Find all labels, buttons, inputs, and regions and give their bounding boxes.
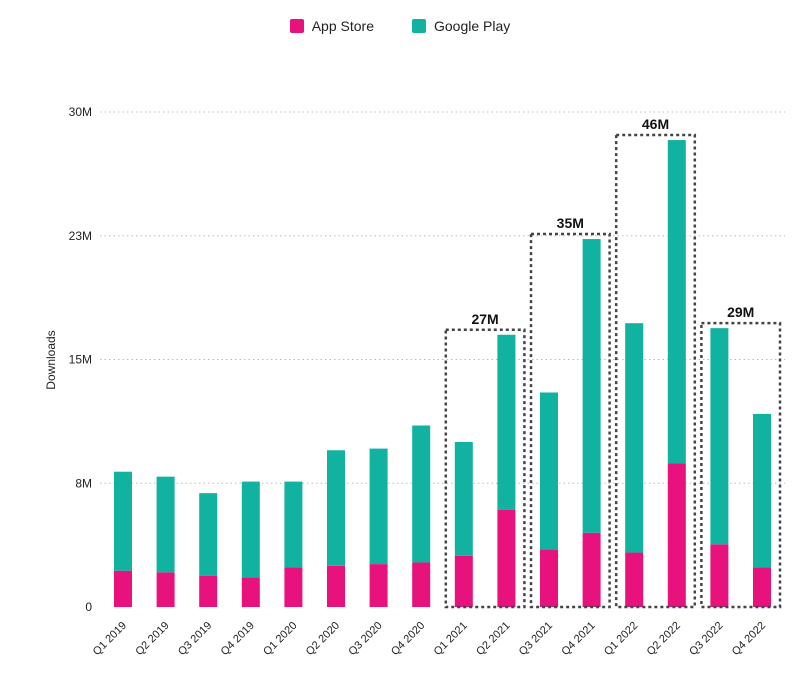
bar-google-play <box>753 413 771 568</box>
bar-app-store <box>540 549 558 607</box>
bar-app-store <box>199 575 218 607</box>
y-tick-label: 0 <box>85 600 92 614</box>
bar-google-play <box>199 493 218 576</box>
x-tick-label: Q2 2021 <box>474 620 512 658</box>
y-tick-label: 8M <box>75 476 92 490</box>
annotation-box <box>444 328 526 609</box>
bar-google-play <box>454 442 473 556</box>
y-tick-label: 23M <box>69 229 92 243</box>
bar-google-play <box>156 476 175 573</box>
x-tick-label: Q3 2021 <box>517 620 555 658</box>
x-tick-label: Q1 2019 <box>91 620 129 658</box>
x-tick-label: Q1 2021 <box>432 620 470 658</box>
legend-item-google-play[interactable]: Google Play <box>411 18 511 34</box>
bar-google-play <box>540 392 558 550</box>
x-tick-label: Q4 2020 <box>389 620 427 658</box>
x-tick-label: Q3 2019 <box>176 620 214 658</box>
annotation-label: 35M <box>557 215 584 231</box>
legend: App Store Google Play <box>0 18 800 34</box>
bar-app-store <box>114 570 132 607</box>
annotation-label: 29M <box>727 304 754 320</box>
bar-app-store <box>369 564 388 607</box>
bar-app-store <box>625 552 644 607</box>
bar-app-store <box>753 567 771 607</box>
bar-app-store <box>284 567 303 607</box>
bar-google-play <box>114 471 132 571</box>
x-tick-label: Q4 2021 <box>559 620 597 658</box>
bar-google-play <box>667 140 686 464</box>
bar-app-store <box>497 509 516 607</box>
x-tick-label: Q1 2022 <box>602 620 640 658</box>
legend-swatch-google-play <box>411 19 426 33</box>
x-tick-label: Q2 2020 <box>304 620 342 658</box>
bar-google-play <box>369 448 388 565</box>
bar-google-play <box>710 328 729 545</box>
bar-google-play <box>412 425 431 563</box>
bar-app-store <box>582 532 601 607</box>
y-tick-label: 30M <box>69 105 92 119</box>
bar-google-play <box>241 481 260 578</box>
legend-swatch-app-store <box>289 19 304 33</box>
annotation-box <box>529 232 611 609</box>
bar-app-store <box>241 577 260 607</box>
x-tick-label: Q4 2022 <box>730 620 768 658</box>
bar-app-store <box>327 565 345 607</box>
x-tick-label: Q2 2022 <box>645 620 683 658</box>
bar-google-play <box>582 239 601 533</box>
annotation-label: 46M <box>642 116 669 132</box>
y-axis-label: Downloads <box>44 330 58 389</box>
bar-app-store <box>412 562 431 607</box>
annotation-box <box>614 133 697 609</box>
bar-app-store <box>156 572 175 607</box>
bar-app-store <box>454 555 473 607</box>
legend-label-google-play: Google Play <box>433 18 511 34</box>
x-tick-label: Q3 2022 <box>687 620 725 658</box>
y-tick-label: 15M <box>69 353 92 367</box>
legend-item-app-store[interactable]: App Store <box>289 18 374 34</box>
bar-google-play <box>497 334 516 510</box>
x-tick-label: Q2 2019 <box>133 620 171 658</box>
bar-app-store <box>710 544 729 607</box>
bar-google-play <box>625 323 644 553</box>
x-tick-label: Q1 2020 <box>261 620 299 658</box>
annotation-label: 27M <box>471 311 498 327</box>
bar-google-play <box>284 481 303 568</box>
bar-app-store <box>667 463 686 607</box>
legend-label-app-store: App Store <box>311 18 374 34</box>
bar-google-play <box>327 450 345 566</box>
annotation-box <box>700 321 782 609</box>
x-tick-label: Q3 2020 <box>346 620 384 658</box>
x-tick-label: Q4 2019 <box>219 620 257 658</box>
